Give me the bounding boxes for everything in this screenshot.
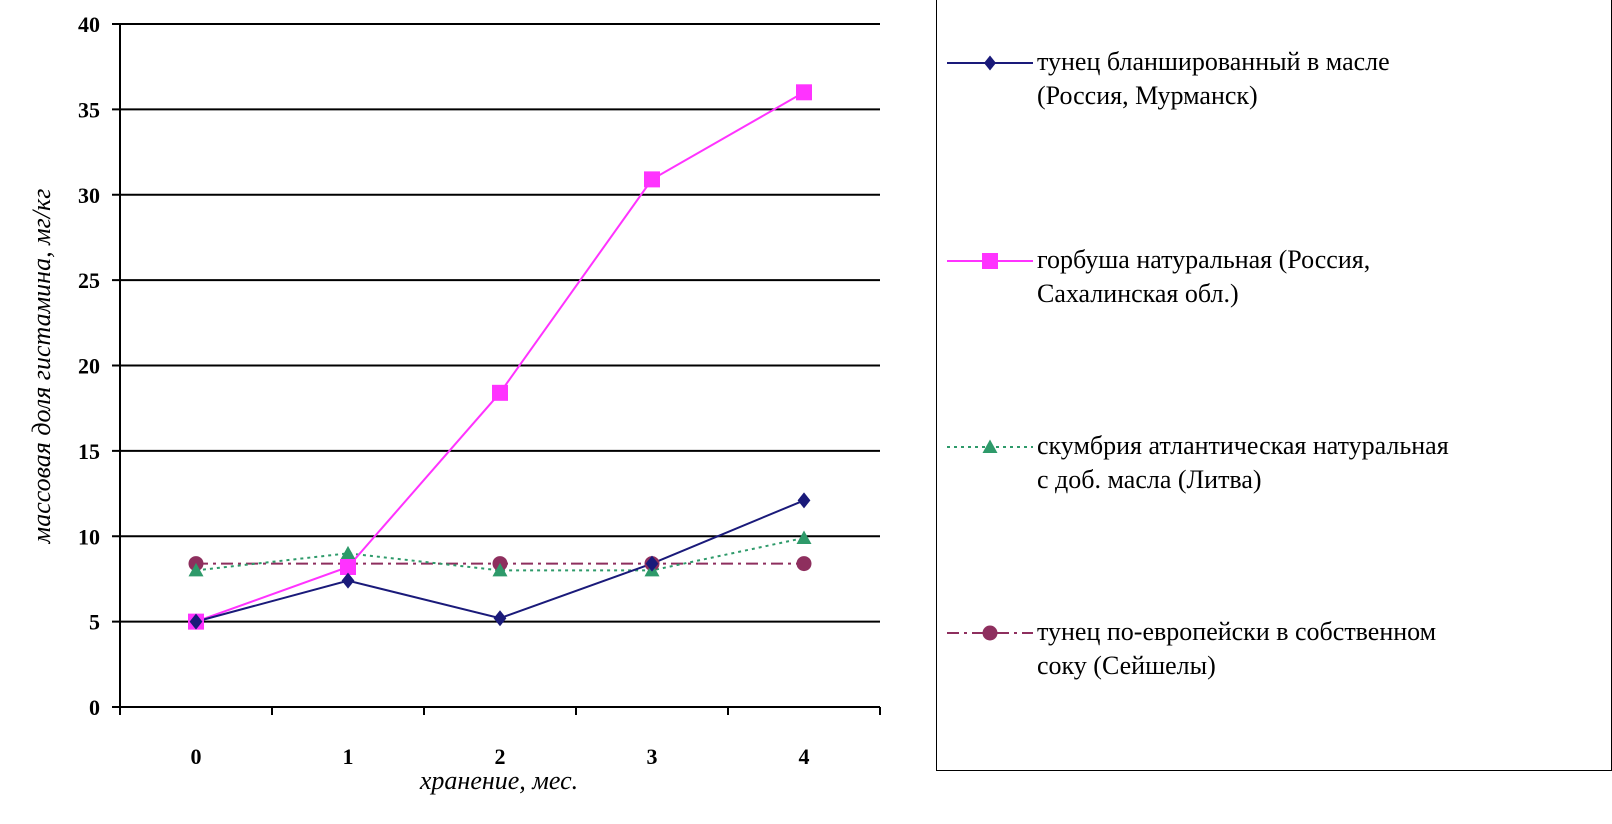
y-axis-title: массовая доля гистамина, мг/кг	[27, 189, 56, 545]
legend-label-line: горбуша натуральная (Россия,	[1037, 245, 1371, 274]
y-tick-label: 15	[78, 439, 100, 464]
legend-label-line: тунец бланшированный в масле	[1037, 47, 1390, 76]
legend-label-line: с доб. масла (Литва)	[1037, 465, 1262, 494]
legend-item: тунец по-европейски в собственном соку (С…	[937, 615, 1612, 695]
x-tick-label: 2	[495, 744, 506, 769]
chart-legend: тунец бланшированный в масле (Россия, Мур…	[936, 0, 1612, 771]
legend-marker-diamond	[984, 55, 996, 71]
legend-label: горбуша натуральная (Россия, Сахалинская …	[1037, 243, 1607, 311]
series-lines	[195, 91, 805, 623]
y-tick-label: 10	[78, 524, 100, 549]
data-point-square	[644, 171, 660, 188]
data-point-diamond	[341, 572, 355, 589]
data-point-square	[340, 558, 356, 575]
data-point-triangle	[188, 562, 204, 577]
data-point-square	[796, 84, 812, 101]
x-tick-labels: 0 1 2 3 4	[191, 744, 810, 769]
x-tick-label: 0	[191, 744, 202, 769]
legend-marker-triangle	[982, 439, 998, 453]
legend-label-line: скумбрия атлантическая натуральная	[1037, 431, 1449, 460]
y-tick-label: 40	[78, 12, 100, 37]
data-point-diamond	[645, 555, 659, 572]
data-point-triangle	[796, 530, 812, 544]
data-point-circle	[796, 556, 812, 572]
line-chart: 0 5 10 15 20 25 30 35 40 0 1 2 3 4 хранение, мес. ма…	[27, 12, 881, 795]
legend-swatch	[947, 625, 1033, 641]
y-tick-labels: 0 5 10 15 20 25 30 35 40	[78, 12, 100, 720]
legend-label: тунец по-европейски в собственном соку (С…	[1037, 615, 1607, 683]
y-tick-label: 25	[78, 268, 100, 293]
legend-label-line: Сахалинская обл.)	[1037, 279, 1239, 308]
legend-label-line: (Россия, Мурманск)	[1037, 81, 1258, 110]
x-tick-label: 4	[799, 744, 810, 769]
data-point-square	[492, 384, 508, 401]
y-tick-label: 30	[78, 183, 100, 208]
legend-label: тунец бланшированный в масле (Россия, Мур…	[1037, 45, 1607, 113]
y-tick-label: 5	[89, 610, 100, 635]
legend-label-line: тунец по-европейски в собственном	[1037, 617, 1437, 646]
x-tick-label: 3	[647, 744, 658, 769]
legend-marker-square	[982, 253, 998, 269]
legend-label: скумбрия атлантическая натуральная с доб.…	[1037, 429, 1607, 497]
legend-swatch	[947, 253, 1033, 269]
data-point-diamond	[493, 610, 507, 627]
grid-lines	[120, 23, 880, 623]
series-line	[195, 91, 805, 623]
legend-label-line: соку (Сейшелы)	[1037, 651, 1216, 680]
data-point-triangle	[340, 545, 356, 560]
legend-swatch	[947, 439, 1033, 453]
data-point-diamond	[189, 613, 203, 630]
x-tick-label: 1	[343, 744, 354, 769]
legend-marker-circle	[982, 625, 998, 641]
legend-item: горбуша натуральная (Россия, Сахалинская …	[937, 243, 1612, 323]
axes	[112, 23, 881, 715]
y-tick-label: 20	[78, 354, 100, 379]
legend-item: тунец бланшированный в масле (Россия, Мур…	[937, 45, 1612, 125]
x-axis-title: хранение, мес.	[419, 766, 578, 795]
data-point-diamond	[797, 492, 811, 509]
legend-item: скумбрия атлантическая натуральная с доб.…	[937, 429, 1612, 509]
data-point-triangle	[492, 562, 508, 577]
legend-swatch	[947, 55, 1033, 71]
y-tick-label: 35	[78, 97, 100, 122]
y-tick-label: 0	[89, 695, 100, 720]
series-markers	[188, 84, 812, 630]
